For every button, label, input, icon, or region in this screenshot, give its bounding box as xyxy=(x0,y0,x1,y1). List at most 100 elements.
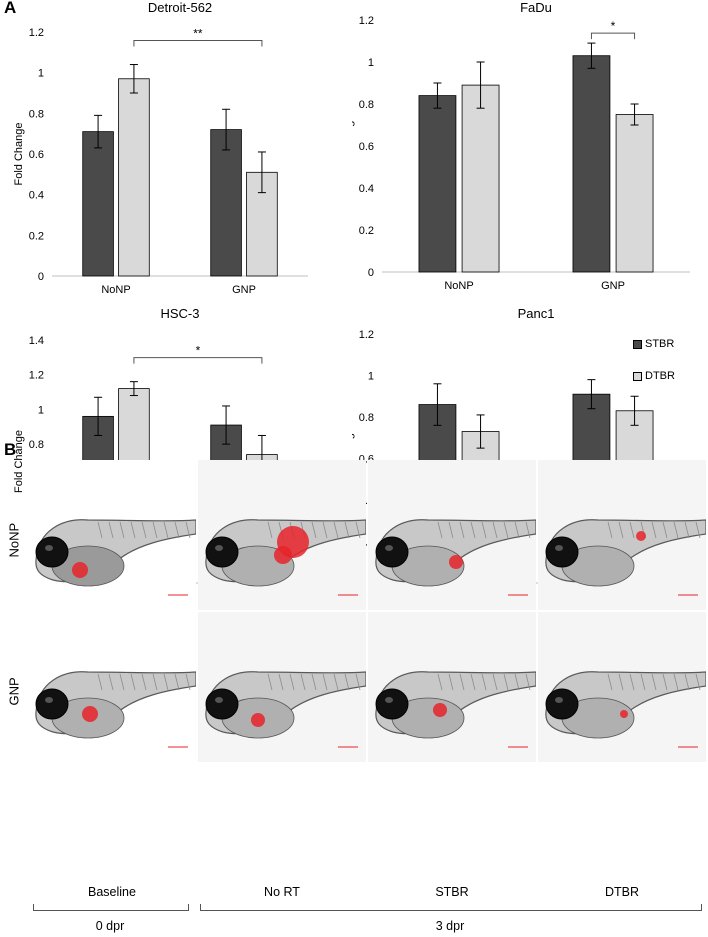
fish-eye-highlight xyxy=(555,697,563,703)
fish-eye xyxy=(545,688,579,720)
fish-eye-highlight xyxy=(45,697,53,703)
fadu-y-tick-label: 0.2 xyxy=(359,225,374,237)
fadu-y-tick-label: 0.8 xyxy=(359,99,374,111)
fish-muscle-stripe xyxy=(333,673,339,691)
fish-muscle-stripe xyxy=(437,521,443,539)
detroit-562-x-tick-label-gnp: GNP xyxy=(232,284,256,296)
column-label-stbr: STBR xyxy=(435,885,469,899)
fish-muscle-stripe xyxy=(481,521,487,539)
fish-muscle-stripe xyxy=(108,521,114,539)
legend-label-stbr: STBR xyxy=(645,338,675,350)
fish-image-svg xyxy=(198,460,366,610)
fish-muscle-stripe xyxy=(267,673,273,691)
fish-muscle-stripe xyxy=(470,673,476,691)
time-label-0-dpr: 0 dpr xyxy=(95,919,125,933)
fish-image-gnp-no-rt xyxy=(198,612,366,762)
legend-label-dtbr: DTBR xyxy=(645,370,675,382)
detroit-562-bar-nonp-stbr xyxy=(82,131,114,277)
fish-muscle-stripe xyxy=(695,673,701,691)
fadu-bar-nonp-stbr xyxy=(418,95,457,273)
fish-eye xyxy=(375,536,409,568)
fish-muscle-stripe xyxy=(152,673,158,691)
fish-muscle-stripe xyxy=(344,673,350,691)
fish-muscle-stripe xyxy=(514,521,520,539)
fish-muscle-stripe xyxy=(278,673,284,691)
fish-muscle-stripe xyxy=(618,673,624,691)
panc1-y-tick-label: 1.2 xyxy=(359,329,374,341)
fish-eye xyxy=(205,688,239,720)
panc1-title: Panc1 xyxy=(518,306,555,321)
detroit-562-significance-bracket xyxy=(133,40,263,47)
fish-image-gnp-stbr xyxy=(368,612,536,762)
hsc-3-title: HSC-3 xyxy=(160,306,199,321)
fish-eye xyxy=(205,536,239,568)
fish-red-signal xyxy=(72,562,88,578)
fish-image-svg xyxy=(368,612,536,762)
fish-muscle-stripe xyxy=(437,673,443,691)
fish-muscle-stripe xyxy=(673,521,679,539)
fish-muscle-stripe xyxy=(141,521,147,539)
fish-muscle-stripe xyxy=(492,673,498,691)
fish-muscle-stripe xyxy=(651,673,657,691)
fish-muscle-stripe xyxy=(344,521,350,539)
fish-eye-highlight xyxy=(385,697,393,703)
fish-muscle-stripe xyxy=(503,673,509,691)
fish-eye xyxy=(35,688,69,720)
fish-eye-highlight xyxy=(555,545,563,551)
fish-muscle-stripe xyxy=(130,673,136,691)
fish-image-svg xyxy=(198,612,366,762)
fish-image-gnp-dtbr xyxy=(538,612,706,762)
row-label-gnp: GNP xyxy=(6,677,22,706)
fish-muscle-stripe xyxy=(514,673,520,691)
fish-muscle-stripe xyxy=(695,521,701,539)
legend: STBR DTBR xyxy=(633,336,675,400)
fish-eye-highlight xyxy=(215,545,223,551)
fish-image-svg xyxy=(368,460,536,610)
fish-muscle-stripe xyxy=(322,521,328,539)
fadu-significance-bracket xyxy=(590,32,636,40)
detroit-562-y-axis-label: Fold Change xyxy=(13,123,25,186)
fish-red-signal xyxy=(433,703,447,717)
column-label-no-rt: No RT xyxy=(264,885,300,899)
fish-image-svg xyxy=(28,612,196,762)
fish-muscle-stripe xyxy=(684,673,690,691)
chart-detroit-562-svg: Detroit-562 Fold Change 0 0.2 0.4 0.6 0.8 1 1.2 N… xyxy=(13,0,308,296)
detroit-562-y-tick-label: 1 xyxy=(38,68,44,80)
hsc-3-y-axis-label: Fold Change xyxy=(13,430,25,493)
fish-muscle-stripe xyxy=(97,521,103,539)
fish-eye xyxy=(545,536,579,568)
fish-eye-highlight xyxy=(215,697,223,703)
fadu-y-tick-label: 0 xyxy=(368,267,374,279)
fish-muscle-stripe xyxy=(459,673,465,691)
chart-detroit-562: Detroit-562 Fold Change 0 0.2 0.4 0.6 0.8 1 1.2 N… xyxy=(0,0,340,300)
panc1-y-tick-label: 0.8 xyxy=(359,412,374,424)
fadu-significance-label: * xyxy=(611,19,616,33)
hsc-3-y-tick-label: 1.2 xyxy=(29,370,44,382)
hsc-3-y-tick-label: 0.8 xyxy=(29,439,44,451)
detroit-562-y-tick-label: 0.8 xyxy=(29,108,44,120)
fadu-title: FaDu xyxy=(520,0,552,15)
fish-muscle-stripe xyxy=(481,673,487,691)
fish-muscle-stripe xyxy=(289,673,295,691)
fish-red-signal xyxy=(620,710,628,718)
fish-eye xyxy=(35,536,69,568)
detroit-562-bar-nonp-dtbr xyxy=(118,78,150,277)
fish-muscle-stripe xyxy=(119,521,125,539)
detroit-562-y-tick-label: 0.2 xyxy=(29,230,44,242)
fish-muscle-stripe xyxy=(607,673,613,691)
fish-muscle-stripe xyxy=(684,521,690,539)
fish-eye-highlight xyxy=(45,545,53,551)
fish-muscle-stripe xyxy=(141,673,147,691)
fish-muscle-stripe xyxy=(662,521,668,539)
panel-label-b: B xyxy=(4,440,17,459)
fish-muscle-stripe xyxy=(174,521,180,539)
fish-muscle-stripe xyxy=(629,673,635,691)
bracket-3-dpr xyxy=(200,904,702,911)
fish-red-signal xyxy=(636,531,646,541)
hsc-3-significance-label: * xyxy=(196,344,201,358)
fish-muscle-stripe xyxy=(662,673,668,691)
chart-fadu: FaDu Fold Change 0 0.2 0.4 0.6 0.8 1 1.2 NoNP GNP * xyxy=(352,0,692,300)
fish-muscle-stripe xyxy=(119,673,125,691)
fish-muscle-stripe xyxy=(448,673,454,691)
fish-muscle-stripe xyxy=(163,673,169,691)
